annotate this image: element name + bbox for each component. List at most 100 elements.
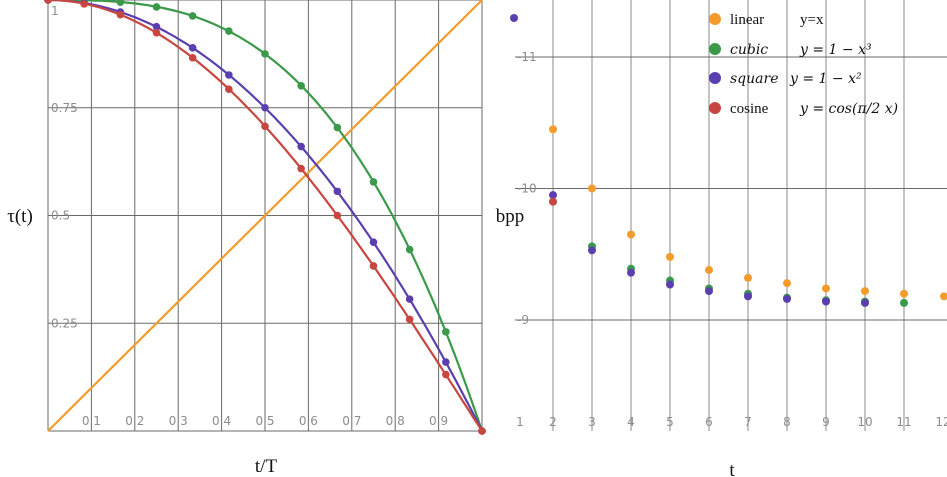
right-point-linear bbox=[588, 184, 596, 193]
left-y-tick-label: 0.75 bbox=[51, 101, 78, 115]
left-point-cosine bbox=[442, 370, 450, 379]
left-point-cubic bbox=[188, 12, 197, 20]
right-series-square bbox=[510, 14, 869, 307]
right-point-square bbox=[510, 14, 518, 22]
right-point-linear bbox=[744, 273, 752, 282]
left-tick-labels: 0.1 0.2 0.3 0.4 0.5 0.6 0.7 0.8 0.9 1 0.75 0.5 0.25 bbox=[51, 4, 448, 428]
left-y-tick-label: 1 bbox=[51, 4, 59, 18]
left-x-tick-label: 0.9 bbox=[429, 414, 448, 428]
legend-swatch-square bbox=[709, 72, 721, 84]
left-point-cubic bbox=[225, 27, 233, 35]
right-point-square bbox=[783, 294, 791, 303]
left-x-tick-label: 0.1 bbox=[82, 414, 101, 428]
right-point-linear bbox=[783, 279, 791, 288]
right-point-square bbox=[705, 287, 713, 296]
left-point-cubic bbox=[405, 245, 414, 254]
right-point-cubic bbox=[900, 298, 908, 307]
left-point-cosine bbox=[188, 53, 197, 62]
right-x-tick-label: 7 bbox=[744, 415, 752, 429]
legend-formula-cosine: y = cos(π/2 x) bbox=[799, 101, 898, 117]
left-point-square bbox=[152, 22, 161, 31]
left-point-cubic bbox=[152, 3, 161, 11]
left-x-tick-label: 0.7 bbox=[342, 414, 361, 428]
right-point-linear bbox=[822, 284, 830, 293]
right-point-linear bbox=[900, 289, 908, 298]
right-series-cubic bbox=[549, 197, 908, 307]
left-chart: 0.1 0.2 0.3 0.4 0.5 0.6 0.7 0.8 0.910.750.50.25 … bbox=[7, 0, 486, 477]
right-x-tick-label: 3 bbox=[588, 415, 596, 429]
left-x-tick-label: 0.3 bbox=[169, 414, 188, 428]
right-x-tick-label: 12 bbox=[935, 415, 947, 429]
right-point-linear bbox=[549, 125, 557, 134]
legend-swatch-cubic bbox=[709, 43, 721, 55]
left-point-square bbox=[188, 44, 197, 52]
right-x-tick-label: 4 bbox=[627, 415, 635, 429]
left-point-cosine bbox=[44, 0, 52, 4]
right-y-axis-title: bpp bbox=[496, 206, 525, 227]
left-point-cosine bbox=[152, 28, 161, 37]
right-series-linear bbox=[549, 125, 947, 301]
right-x-axis-title: t bbox=[729, 460, 735, 477]
right-x-tick-label: 10 bbox=[857, 415, 872, 429]
right-y-tick-label: -11 bbox=[517, 50, 537, 64]
left-point-cubic bbox=[116, 0, 125, 6]
left-point-square bbox=[333, 187, 342, 196]
left-y-tick-label: 0.25 bbox=[51, 316, 78, 330]
legend: linear y=x cubic y = 1 − x³ square y = 1… bbox=[709, 12, 898, 117]
left-x-tick-label: 0.2 bbox=[125, 414, 144, 428]
left-point-square bbox=[261, 103, 269, 112]
left-point-square bbox=[405, 295, 414, 303]
left-point-cosine bbox=[80, 0, 88, 8]
left-series-cosine bbox=[44, 0, 486, 435]
legend-label-linear: linear bbox=[730, 12, 764, 28]
right-point-linear bbox=[666, 252, 674, 261]
right-point-square bbox=[588, 246, 596, 255]
right-point-linear bbox=[627, 230, 635, 239]
right-y-tick-label: -10 bbox=[517, 182, 537, 196]
legend-label-cubic: cubic bbox=[730, 42, 768, 58]
right-gridlines bbox=[515, 0, 947, 431]
left-point-cubic bbox=[333, 123, 342, 132]
legend-swatch-cosine bbox=[709, 102, 721, 114]
legend-formula-square: y = 1 − x² bbox=[789, 71, 862, 87]
left-point-cosine bbox=[405, 315, 414, 324]
right-point-cosine bbox=[549, 197, 557, 206]
right-x-tick-label: 5 bbox=[666, 415, 674, 429]
right-tick-labels: -9-10-111 2 3 4 5 6 7 8 9 10 11 12 bbox=[516, 50, 947, 429]
left-point-square bbox=[442, 358, 450, 366]
right-point-square bbox=[861, 298, 869, 307]
right-series-cosine bbox=[549, 197, 557, 206]
left-point-cubic bbox=[442, 328, 450, 336]
left-point-cosine bbox=[369, 262, 378, 270]
legend-formula-linear: y=x bbox=[800, 12, 824, 28]
right-x-tick-label: 8 bbox=[783, 415, 791, 429]
left-x-tick-label: 0.5 bbox=[255, 414, 274, 428]
left-point-cubic bbox=[261, 50, 269, 58]
right-x-tick-label: 2 bbox=[549, 415, 557, 429]
left-point-cosine bbox=[261, 122, 269, 131]
left-point-cosine bbox=[116, 10, 125, 19]
left-x-axis-title: t/T bbox=[255, 456, 278, 477]
left-point-cubic bbox=[369, 178, 378, 186]
left-point-cosine bbox=[297, 164, 305, 173]
left-point-square bbox=[225, 71, 233, 79]
left-point-cosine bbox=[478, 427, 486, 435]
legend-formula-cubic: y = 1 − x³ bbox=[799, 42, 872, 58]
right-point-square bbox=[627, 268, 635, 277]
right-point-linear bbox=[940, 292, 947, 301]
right-point-square bbox=[744, 292, 752, 301]
legend-label-cosine: cosine bbox=[730, 101, 769, 117]
left-point-cosine bbox=[333, 211, 342, 220]
right-x-tick-label: 1 bbox=[516, 415, 524, 429]
right-x-tick-label: 9 bbox=[822, 415, 830, 429]
left-line-linear bbox=[47, 0, 483, 432]
left-point-square bbox=[369, 238, 378, 247]
left-series-linear bbox=[47, 0, 483, 432]
left-y-axis-title: τ(t) bbox=[7, 206, 33, 227]
left-point-cubic bbox=[297, 81, 305, 90]
left-point-square bbox=[297, 142, 305, 151]
right-x-tick-label: 11 bbox=[896, 415, 911, 429]
right-point-square bbox=[666, 280, 674, 289]
right-series bbox=[510, 14, 947, 307]
right-point-linear bbox=[861, 287, 869, 296]
